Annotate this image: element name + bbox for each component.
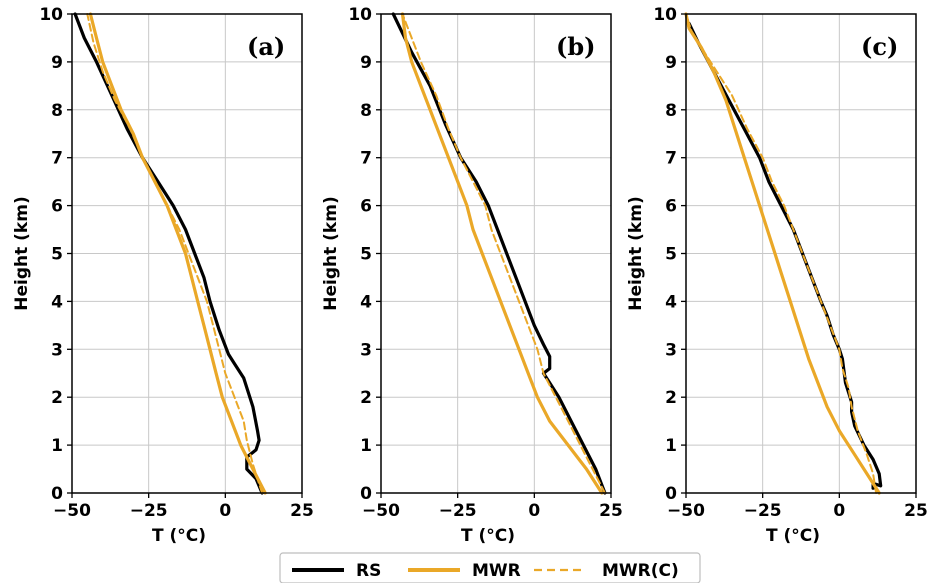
- y-axis-label: Height (km): [626, 196, 646, 310]
- y-tick-label: 0: [360, 484, 372, 504]
- x-tick-label: 25: [904, 501, 928, 521]
- x-tick-label: −50: [53, 501, 91, 521]
- y-tick-label: 9: [360, 53, 372, 73]
- legend-label-mwr: MWR: [472, 561, 521, 581]
- legend-label-mwrc: MWR(C): [602, 561, 679, 581]
- y-tick-label: 7: [360, 149, 372, 169]
- series-line-rs: [391, 12, 607, 495]
- y-tick-label: 5: [51, 245, 63, 265]
- y-tick-label: 6: [665, 197, 677, 217]
- y-tick-label: 7: [51, 149, 63, 169]
- x-tick-label: −50: [362, 501, 400, 521]
- series-line-mwr: [88, 12, 267, 495]
- y-axis-label: Height (km): [12, 196, 32, 310]
- y-tick-label: 1: [51, 436, 63, 456]
- panel-1: 0 1 2 3 4 5 6 7 8 9 10 −50 −25 0 25 T (°C) Height (km) (b…: [321, 5, 623, 546]
- y-tick-label: 10: [653, 5, 677, 25]
- x-tick-label: −25: [439, 501, 477, 521]
- x-axis-label: T (°C): [461, 526, 515, 546]
- panel-2: 0 1 2 3 4 5 6 7 8 9 10 −50 −25 0 25 T (°C) Height (km) (c…: [626, 5, 928, 546]
- y-tick-label: 6: [360, 197, 372, 217]
- series-line-rs: [73, 12, 264, 495]
- panel-label: (b): [556, 32, 596, 61]
- y-tick-label: 9: [665, 53, 677, 73]
- panel-label: (c): [861, 32, 898, 61]
- y-tick-label: 8: [665, 101, 677, 121]
- y-tick-label: 1: [665, 436, 677, 456]
- series-line-mwrc: [685, 13, 878, 494]
- x-tick-label: 0: [528, 501, 540, 521]
- x-axis-label: T (°C): [152, 526, 206, 546]
- x-tick-label: 25: [290, 501, 314, 521]
- panel-0: 0 1 2 3 4 5 6 7 8 9 10 −50 −25 0 25 T (°C) Height (km) (a…: [12, 5, 314, 546]
- y-tick-label: 9: [51, 53, 63, 73]
- x-tick-label: 0: [219, 501, 231, 521]
- x-tick-label: −25: [744, 501, 782, 521]
- y-tick-label: 0: [51, 484, 63, 504]
- series-line-mwr: [684, 12, 881, 495]
- y-tick-label: 3: [51, 340, 63, 360]
- y-tick-label: 7: [665, 149, 677, 169]
- x-tick-label: −50: [667, 501, 705, 521]
- series-line-mwrc: [86, 13, 264, 494]
- series-line-mwr: [400, 12, 604, 495]
- y-tick-label: 0: [665, 484, 677, 504]
- series-line-rs: [687, 22, 883, 490]
- x-tick-label: −25: [130, 501, 168, 521]
- legend-label-rs: RS: [356, 561, 381, 581]
- y-tick-label: 10: [39, 5, 63, 25]
- x-tick-label: 0: [833, 501, 845, 521]
- y-tick-label: 8: [51, 101, 63, 121]
- x-axis-label: T (°C): [766, 526, 820, 546]
- panel-label: (a): [247, 32, 285, 61]
- x-tick-label: 25: [599, 501, 623, 521]
- y-tick-label: 4: [360, 292, 372, 312]
- y-tick-label: 4: [51, 292, 63, 312]
- y-tick-label: 3: [360, 340, 372, 360]
- y-tick-label: 8: [360, 101, 372, 121]
- legend: RS MWR MWR(C): [279, 552, 701, 583]
- y-tick-label: 3: [665, 340, 677, 360]
- y-tick-label: 5: [360, 245, 372, 265]
- y-tick-label: 2: [51, 388, 63, 408]
- y-axis-label: Height (km): [321, 196, 341, 310]
- y-tick-label: 1: [360, 436, 372, 456]
- y-tick-label: 2: [360, 388, 372, 408]
- y-tick-label: 10: [348, 5, 372, 25]
- y-tick-label: 4: [665, 292, 677, 312]
- y-tick-label: 2: [665, 388, 677, 408]
- legend-frame: [279, 552, 701, 583]
- y-tick-label: 5: [665, 245, 677, 265]
- series-line-mwrc: [401, 13, 606, 494]
- y-tick-label: 6: [51, 197, 63, 217]
